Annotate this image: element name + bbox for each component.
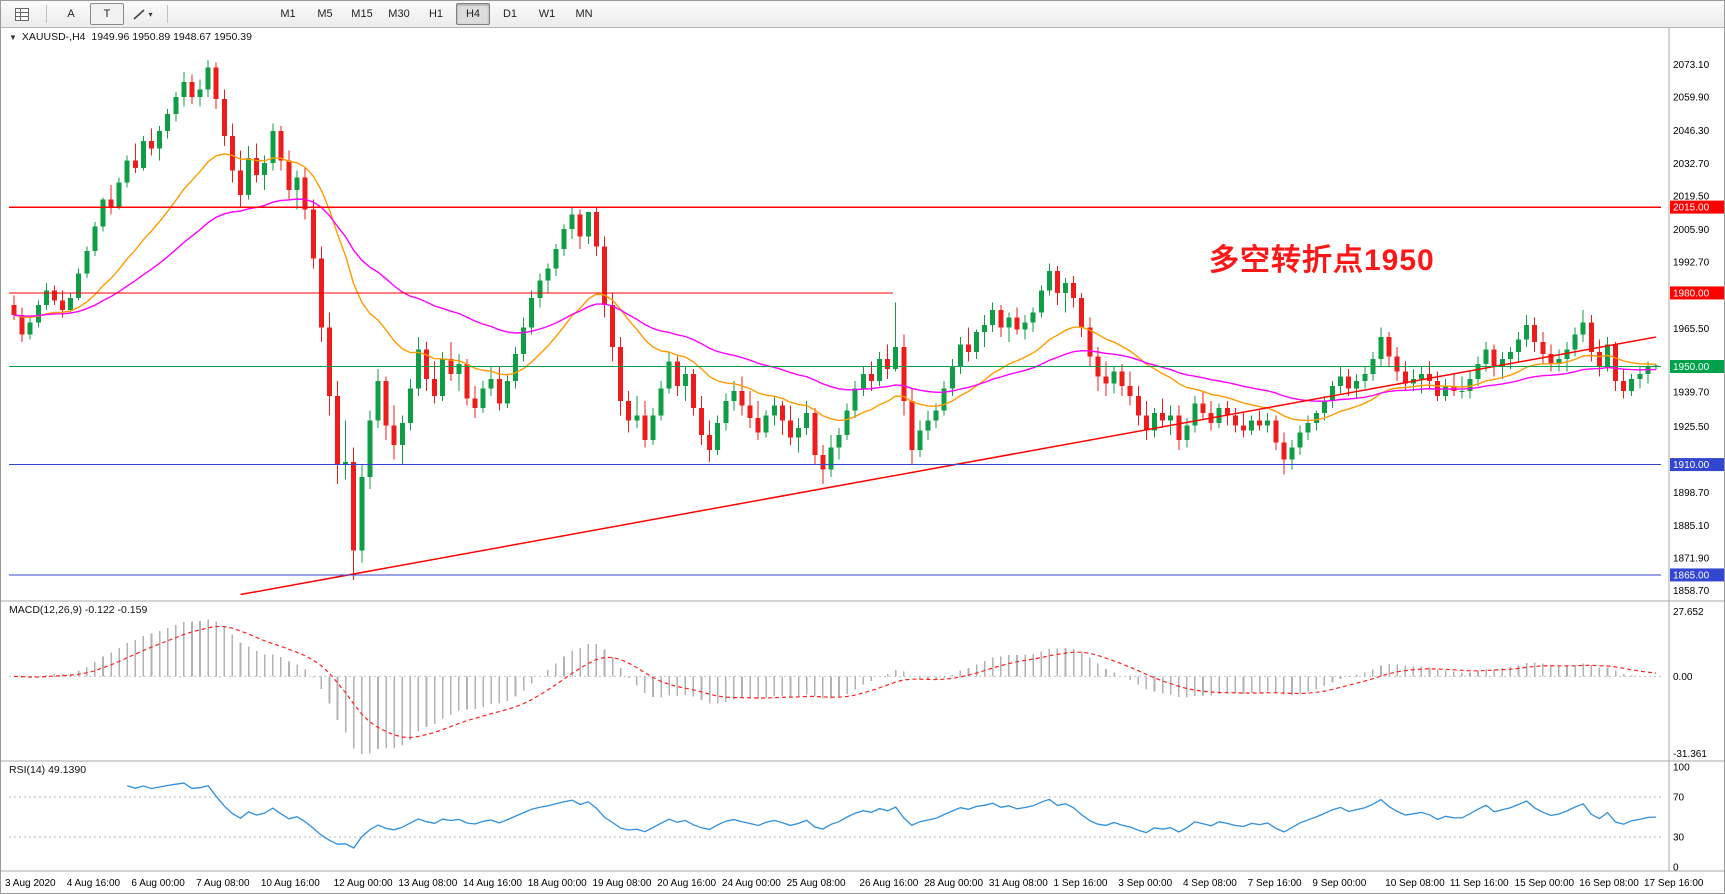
svg-text:7 Aug 08:00: 7 Aug 08:00 — [196, 878, 250, 889]
svg-text:2015.00: 2015.00 — [1673, 203, 1710, 214]
svg-text:28 Aug 00:00: 28 Aug 00:00 — [924, 878, 983, 889]
timeframe-button-W1[interactable]: W1 — [538, 8, 556, 20]
macd-signal-line — [13, 625, 1657, 739]
svg-text:4 Aug 16:00: 4 Aug 16:00 — [67, 878, 121, 889]
svg-text:0: 0 — [1673, 863, 1679, 874]
timeframe-button-M5[interactable]: M5 — [317, 8, 333, 20]
macd-label: MACD(12,26,9) -0.122 -0.159 — [9, 604, 148, 616]
chart-annotation-text: 多空转折点1950 — [1209, 244, 1435, 277]
svg-text:6 Aug 00:00: 6 Aug 00:00 — [131, 878, 185, 889]
svg-text:17 Sep 16:00: 17 Sep 16:00 — [1644, 878, 1704, 889]
svg-text:0.00: 0.00 — [1673, 672, 1693, 683]
timeframe-button-D1[interactable]: D1 — [502, 8, 518, 20]
svg-text:7 Sep 16:00: 7 Sep 16:00 — [1248, 878, 1302, 889]
macd-axis: 27.652 0.00 -31.361 — [1673, 607, 1707, 760]
symbol-dropdown-icon[interactable]: ▼ — [9, 32, 17, 42]
price-tag-1950.00: 1950.00 — [1670, 359, 1724, 373]
svg-text:11 Sep 16:00: 11 Sep 16:00 — [1450, 878, 1509, 889]
svg-text:15 Sep 00:00: 15 Sep 00:00 — [1515, 878, 1575, 889]
svg-text:25 Aug 08:00: 25 Aug 08:00 — [787, 878, 846, 889]
svg-text:2019.50: 2019.50 — [1673, 192, 1710, 203]
svg-text:2046.30: 2046.30 — [1673, 126, 1710, 137]
timeframe-group: M1 M5 M15 M30 H1 H4 D1 W1 MN — [271, 3, 601, 25]
price-tag-1910.00: 1910.00 — [1670, 458, 1724, 472]
timeframe-button-M15[interactable]: M15 — [351, 8, 373, 20]
svg-text:2059.90: 2059.90 — [1673, 93, 1710, 104]
rsi-axis: 100 70 30 0 — [1673, 763, 1690, 874]
svg-text:10 Aug 16:00: 10 Aug 16:00 — [261, 878, 320, 889]
price-tag-1865.00: 1865.00 — [1670, 568, 1724, 582]
svg-text:1871.90: 1871.90 — [1673, 554, 1710, 565]
svg-text:100: 100 — [1673, 763, 1690, 774]
svg-text:2073.10: 2073.10 — [1673, 60, 1710, 71]
timeframe-button-M1[interactable]: M1 — [280, 8, 296, 20]
svg-text:1925.50: 1925.50 — [1673, 422, 1710, 433]
svg-text:20 Aug 16:00: 20 Aug 16:00 — [657, 878, 716, 889]
price-axis[interactable]: 2073.10 2059.90 2046.30 2032.70 2019.50 2005.… — [1673, 60, 1710, 597]
svg-text:1950.00: 1950.00 — [1673, 362, 1710, 373]
trendline-tool-icon — [133, 8, 146, 20]
svg-text:31 Aug 08:00: 31 Aug 08:00 — [989, 878, 1048, 889]
svg-text:4 Sep 08:00: 4 Sep 08:00 — [1183, 878, 1237, 889]
price-tag-2015.00: 2015.00 — [1670, 200, 1724, 214]
svg-text:3 Sep 00:00: 3 Sep 00:00 — [1118, 878, 1172, 889]
svg-text:16 Sep 08:00: 16 Sep 08:00 — [1579, 878, 1639, 889]
svg-text:2005.90: 2005.90 — [1673, 225, 1710, 236]
toolbar: A T ▾ M1 M5 M15 M30 H1 H4 D1 W1 MN — [1, 1, 1724, 28]
svg-text:1 Sep 16:00: 1 Sep 16:00 — [1054, 878, 1108, 889]
svg-text:3 Aug 2020: 3 Aug 2020 — [5, 878, 56, 889]
timeframe-button-H4[interactable]: H4 — [456, 3, 490, 25]
candlestick-series — [11, 59, 1659, 580]
macd-histogram — [21, 619, 1657, 754]
rsi-line — [127, 782, 1657, 849]
shapes-dropdown-button[interactable]: ▾ — [126, 3, 160, 25]
symbol-ohlc-header: ▼ XAUUSD-,H4 1949.96 1950.89 1948.67 1950… — [9, 31, 252, 43]
ma-slow-line — [13, 198, 1657, 402]
svg-text:30: 30 — [1673, 833, 1685, 844]
svg-text:19 Aug 08:00: 19 Aug 08:00 — [592, 878, 651, 889]
svg-text:1965.50: 1965.50 — [1673, 324, 1710, 335]
toolbar-separator — [46, 5, 47, 23]
svg-text:1980.00: 1980.00 — [1673, 288, 1710, 299]
timeframe-button-M30[interactable]: M30 — [388, 8, 410, 20]
svg-text:14 Aug 16:00: 14 Aug 16:00 — [463, 878, 522, 889]
toolbar-separator — [167, 5, 168, 23]
ma-fast-line — [13, 153, 1657, 422]
svg-text:24 Aug 00:00: 24 Aug 00:00 — [722, 878, 781, 889]
svg-text:1865.00: 1865.00 — [1673, 570, 1710, 581]
svg-text:18 Aug 00:00: 18 Aug 00:00 — [528, 878, 587, 889]
text-label-a-button[interactable]: A — [67, 8, 75, 20]
time-axis[interactable]: 3 Aug 2020 4 Aug 16:00 6 Aug 00:00 7 Aug 08… — [5, 878, 1704, 889]
rsi-level-lines — [9, 796, 1661, 838]
svg-text:1939.70: 1939.70 — [1673, 387, 1710, 398]
svg-text:9 Sep 00:00: 9 Sep 00:00 — [1312, 878, 1366, 889]
rsi-label: RSI(14) 49.1390 — [9, 764, 87, 776]
svg-text:1898.70: 1898.70 — [1673, 488, 1710, 499]
price-tag-1980.00: 1980.00 — [1670, 286, 1724, 300]
svg-text:10 Sep 08:00: 10 Sep 08:00 — [1385, 878, 1445, 889]
svg-text:2032.70: 2032.70 — [1673, 159, 1710, 170]
svg-text:70: 70 — [1673, 793, 1685, 804]
svg-text:1910.00: 1910.00 — [1673, 460, 1710, 471]
grid-icon[interactable] — [5, 3, 39, 25]
chevron-down-icon: ▾ — [148, 9, 153, 19]
svg-text:1992.70: 1992.70 — [1673, 257, 1710, 268]
timeframe-button-MN[interactable]: MN — [575, 8, 593, 20]
svg-text:1858.70: 1858.70 — [1673, 586, 1710, 597]
svg-text:26 Aug 16:00: 26 Aug 16:00 — [859, 878, 918, 889]
timeframe-button-H1[interactable]: H1 — [428, 8, 444, 20]
svg-text:1885.10: 1885.10 — [1673, 521, 1710, 532]
symbol-ohlc-text: XAUUSD-,H4 1949.96 1950.89 1948.67 1950.… — [21, 31, 252, 43]
text-label-t-button[interactable]: T — [90, 3, 124, 25]
svg-text:27.652: 27.652 — [1673, 607, 1704, 618]
ascending-trendline[interactable] — [240, 336, 1657, 596]
svg-text:-31.361: -31.361 — [1673, 749, 1707, 760]
svg-text:12 Aug 00:00: 12 Aug 00:00 — [334, 878, 393, 889]
grid-icon-glyph — [15, 7, 29, 21]
svg-text:13 Aug 08:00: 13 Aug 08:00 — [398, 878, 457, 889]
